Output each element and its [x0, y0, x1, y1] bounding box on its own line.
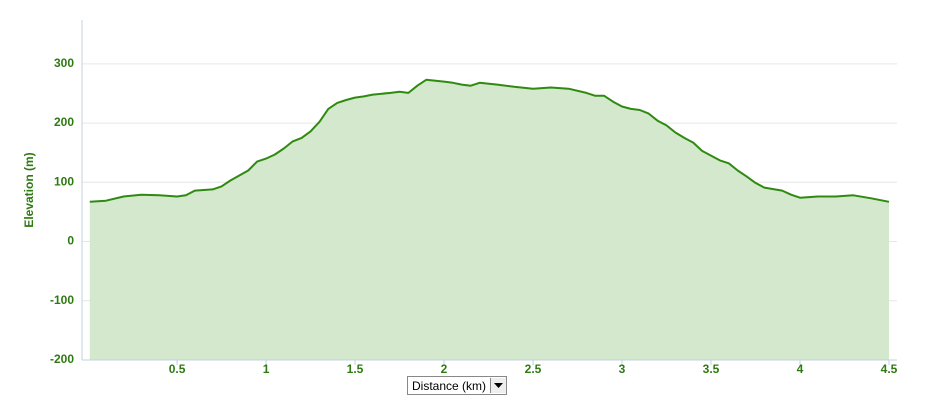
y-tick-label: 100 — [54, 174, 74, 188]
y-tick-label: 300 — [54, 56, 74, 70]
x-tick-label: 2.5 — [525, 362, 542, 376]
y-tick-label: 0 — [67, 234, 74, 248]
y-tick-label: 200 — [54, 115, 74, 129]
y-tick-label: -200 — [50, 352, 74, 366]
x-axis-title: Distance (km) — [412, 378, 487, 393]
y-axis-title: Elevation (m) — [22, 152, 36, 227]
x-tick-label: 1 — [263, 362, 270, 376]
y-tick-label: -100 — [50, 293, 74, 307]
x-tick-label: 2 — [441, 362, 448, 376]
area-fill — [89, 79, 890, 361]
x-tick-label: 1.5 — [347, 362, 364, 376]
dropdown-arrow — [494, 382, 504, 388]
x-tick-label: 3.5 — [703, 362, 720, 376]
x-tick-label: 4 — [797, 362, 804, 376]
x-tick-label: 0.5 — [169, 362, 186, 376]
x-axis-selector[interactable]: Distance (km) — [407, 376, 508, 395]
x-tick-label: 3 — [619, 362, 626, 376]
dropdown-button[interactable] — [490, 378, 507, 393]
elevation-line — [89, 78, 890, 203]
x-tick-label: 4.5 — [881, 362, 898, 376]
